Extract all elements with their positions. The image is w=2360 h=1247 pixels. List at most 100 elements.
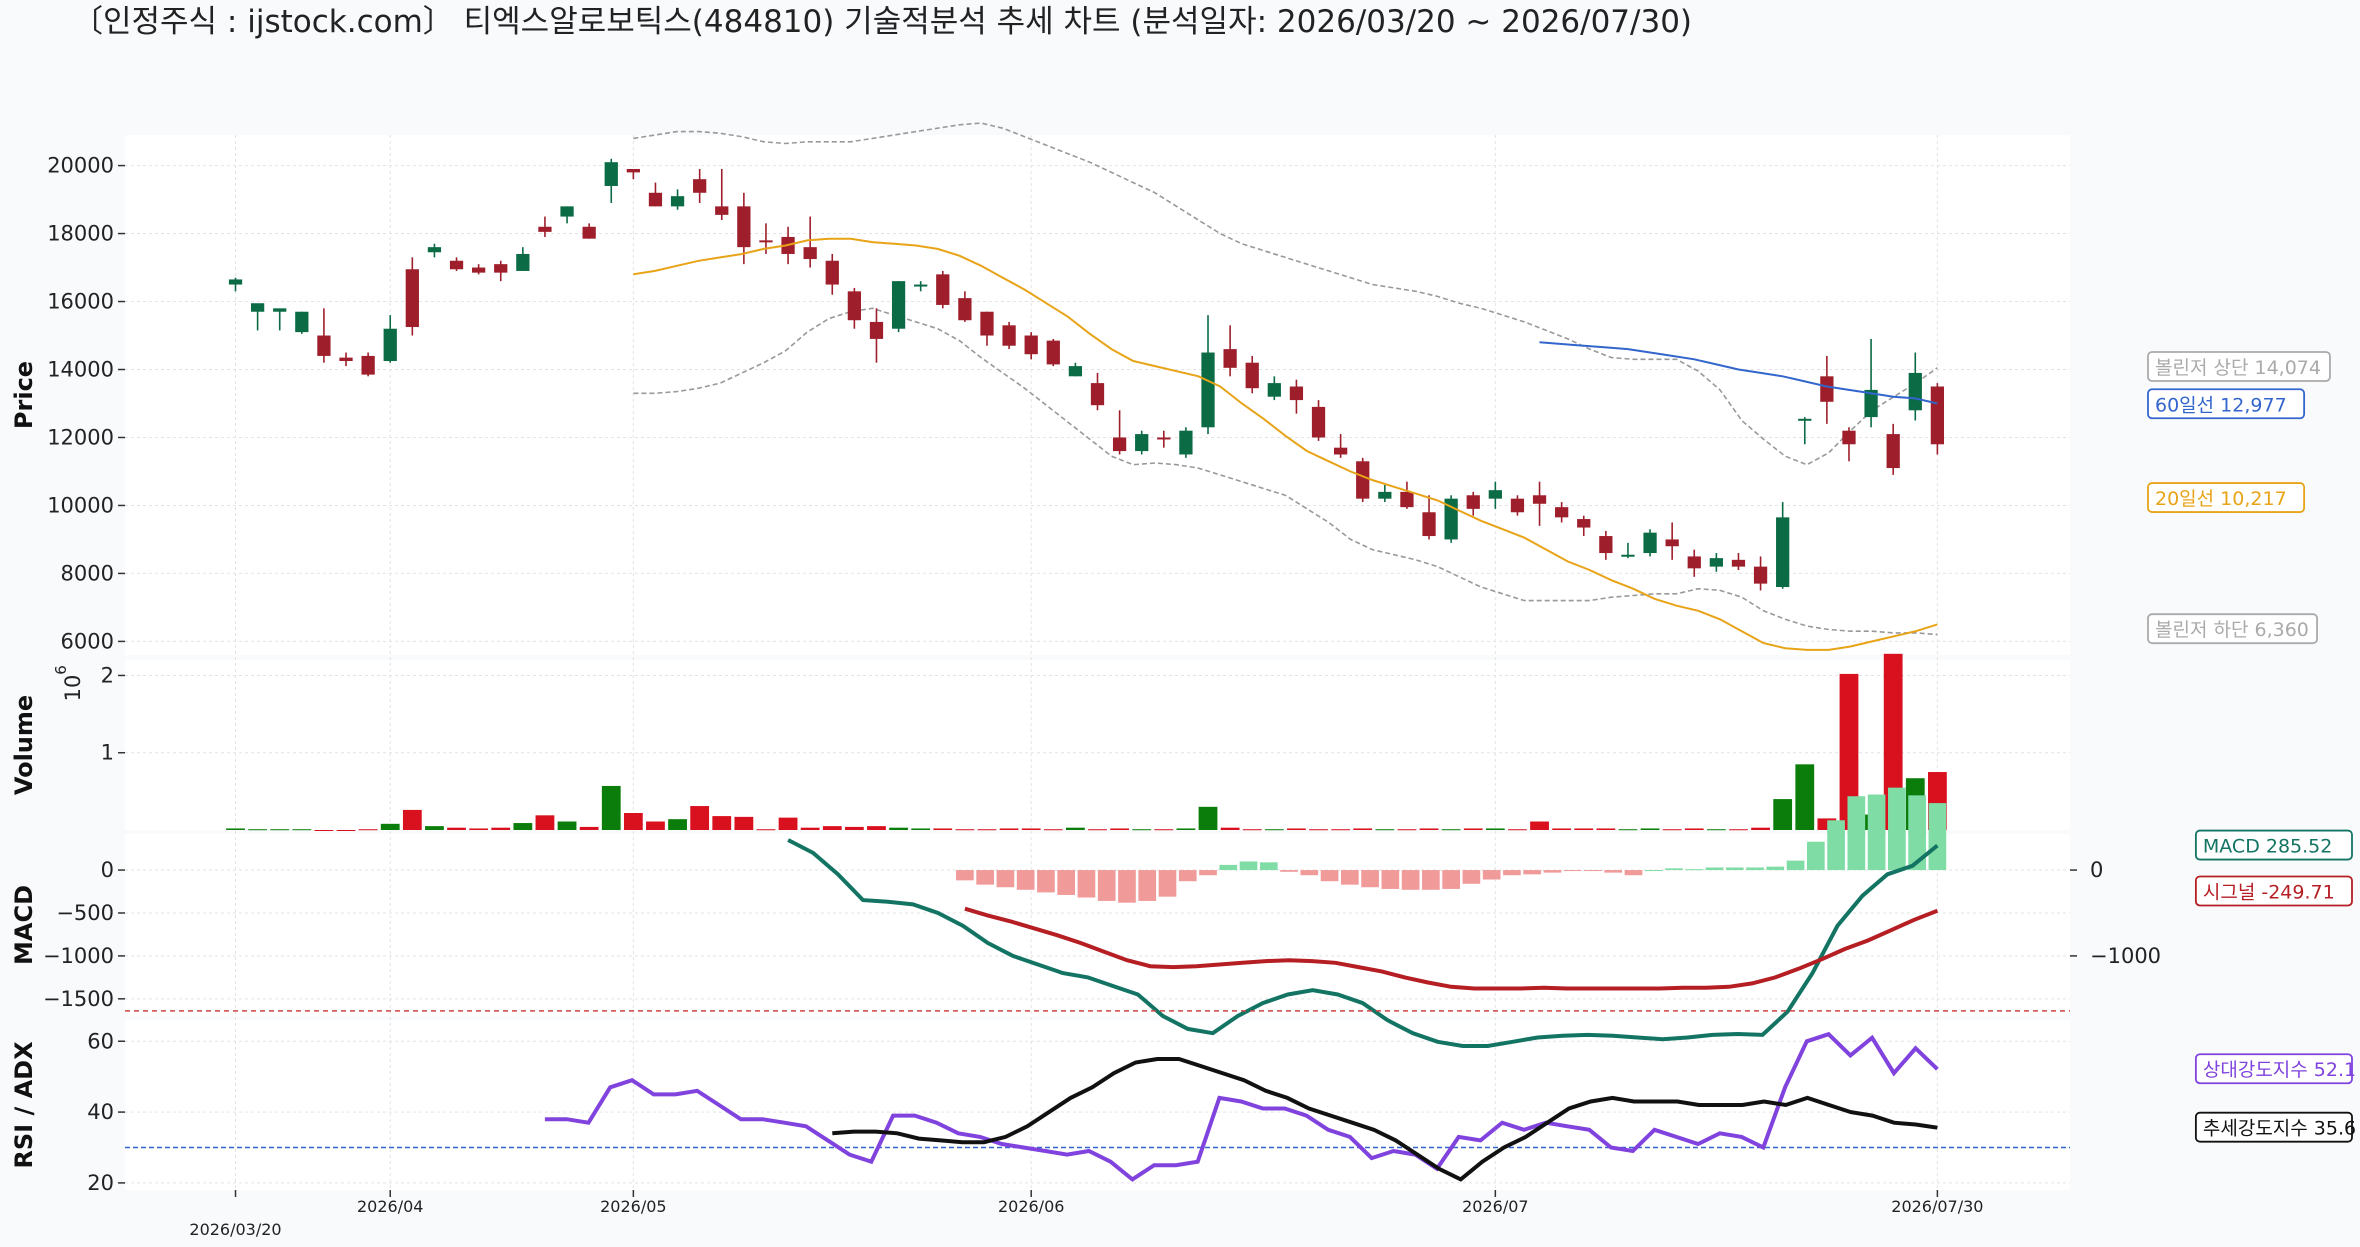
candle-body — [1267, 383, 1281, 397]
bollinger-layer — [633, 122, 1938, 636]
y-tick-label: 20000 — [47, 154, 114, 178]
volume-bar — [601, 785, 621, 830]
candle-body — [1400, 491, 1414, 508]
candle-body — [1245, 362, 1259, 389]
candle-body — [869, 321, 884, 339]
volume-bar — [226, 828, 245, 830]
volume-bar — [314, 830, 334, 831]
volume-bar — [889, 827, 908, 830]
y-axis-title: RSI / ADX — [10, 1041, 38, 1169]
candle-body — [228, 279, 243, 285]
value-label-box — [2194, 829, 2353, 861]
candle-body — [405, 269, 419, 328]
volume-bar — [1508, 829, 1527, 831]
candle-body — [1024, 335, 1038, 355]
macd-histogram-bar — [1604, 870, 1623, 873]
chart-title: 〔인정주식 : ijstock.com〕 티엑스알로보틱스(484810) 기술… — [72, 4, 1692, 40]
candle-body — [737, 206, 751, 248]
candle-body — [1930, 386, 1945, 445]
candle-body — [1378, 491, 1392, 499]
volume-bar — [1043, 829, 1063, 831]
signal-line — [964, 906, 1939, 991]
candle-body — [1046, 340, 1060, 365]
volume-bar — [1375, 829, 1395, 831]
value-label-box — [2194, 1111, 2353, 1143]
candle-body — [1157, 437, 1171, 440]
macd-histogram-bar — [1847, 796, 1866, 871]
volume-bar — [1441, 829, 1461, 831]
volume-bar — [822, 826, 842, 830]
volume-bar — [1618, 829, 1638, 831]
macd-histogram-bar — [1888, 787, 1906, 871]
macd-histogram-bar — [1381, 870, 1400, 889]
macd-histogram-bar — [1077, 870, 1096, 898]
candle-body — [1709, 558, 1723, 567]
macd-histogram-bar — [1827, 820, 1845, 871]
macd-histogram-bar — [1462, 870, 1481, 884]
volume-bar — [1309, 829, 1328, 831]
y-tick-label: 8000 — [61, 561, 114, 585]
y-tick-label: 6000 — [61, 629, 114, 653]
macd-histogram-bar — [1928, 803, 1947, 871]
macd-histogram-bar — [1584, 870, 1602, 872]
candle-body — [339, 357, 353, 362]
candle-body — [1466, 495, 1480, 509]
candle-body — [582, 226, 596, 239]
volume-bar — [933, 828, 953, 830]
value-label-text: 시그널 -249.71 — [2203, 881, 2335, 903]
volume-bar — [1198, 806, 1218, 830]
volume-bar — [712, 816, 732, 830]
macd-histogram-bar — [1199, 870, 1217, 876]
candlestick-layer — [228, 158, 1945, 591]
secondary-y-tick-label: 0 — [2090, 858, 2103, 882]
volume-bar — [1463, 828, 1483, 830]
macd-histogram-bar — [1138, 870, 1157, 901]
volume-bar — [1773, 799, 1793, 830]
macd-histogram-bar — [1442, 870, 1460, 889]
ma60-line — [1539, 341, 1938, 405]
volume-bar — [1795, 764, 1815, 830]
candle-body — [1289, 386, 1304, 401]
candle-body — [317, 335, 331, 356]
rsi-adx-layer — [125, 1031, 2070, 1182]
candle-body — [516, 253, 530, 271]
macd-histogram-bar — [1806, 841, 1825, 871]
value-label-text: 볼린저 상단 14,074 — [2155, 357, 2321, 379]
y-tick-label: 1 — [101, 741, 114, 765]
volume-bar — [1552, 828, 1572, 830]
candle-body — [361, 355, 375, 375]
macd-histogram-bar — [1361, 870, 1379, 888]
volume-bar — [734, 816, 754, 830]
volume-bar — [1220, 827, 1240, 830]
bollinger-upper-line — [633, 122, 1938, 466]
candle-body — [803, 247, 817, 260]
bollinger-lower-line — [633, 307, 1938, 636]
y-tick-label: 40 — [87, 1100, 114, 1124]
volume-bar — [1574, 828, 1594, 830]
volume-bar — [447, 827, 466, 830]
macd-histogram-bar — [1644, 870, 1663, 872]
volume-bar — [336, 830, 356, 831]
volume-bar — [690, 806, 710, 830]
volume-bar — [1684, 828, 1704, 830]
value-label-box — [2147, 613, 2318, 645]
candle-body — [1179, 430, 1193, 455]
volume-bar — [1242, 829, 1262, 831]
candle-body — [1090, 383, 1105, 406]
macd-histogram-bar — [1320, 870, 1339, 882]
ma20-line — [633, 237, 1938, 651]
macd-histogram-bar — [1219, 864, 1238, 871]
secondary-y-tick-label: −1000 — [2090, 944, 2161, 968]
candle-body — [825, 260, 839, 285]
macd-histogram-bar — [1908, 795, 1926, 871]
candle-body — [1753, 566, 1768, 584]
candle-body — [1356, 461, 1370, 499]
candle-body — [1776, 517, 1790, 588]
macd-histogram-bar — [1665, 868, 1683, 871]
candle-body — [648, 192, 663, 207]
volume-bar — [623, 813, 643, 830]
volume-bar — [1132, 829, 1152, 831]
volume-bar — [1817, 818, 1837, 830]
volume-bar — [1066, 827, 1085, 830]
y-tick-label: −1500 — [43, 987, 114, 1011]
